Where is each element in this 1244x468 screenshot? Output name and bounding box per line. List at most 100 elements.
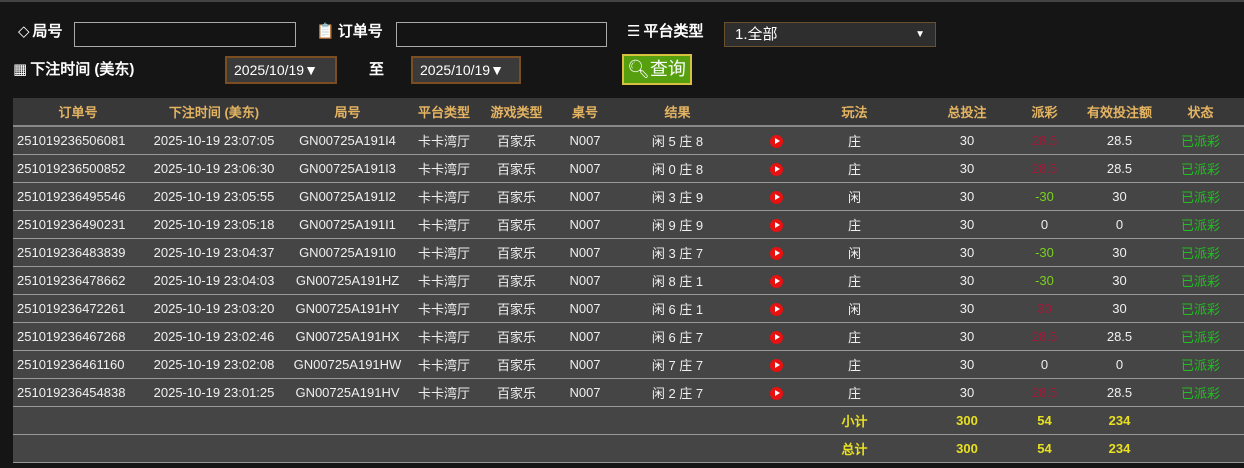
table-row: 251019236461160 2025-10-19 23:02:08 GN0072… (13, 350, 1244, 379)
cell: 300 (897, 406, 1007, 435)
cell: GN00725A191HZ (285, 266, 410, 295)
replay-cell (740, 378, 812, 407)
cell: 30 (1082, 238, 1157, 267)
play-video-icon[interactable] (769, 274, 783, 288)
cell: 251019236483839 (13, 238, 143, 267)
cell: 庄 (812, 378, 897, 407)
cell: N007 (555, 126, 615, 155)
table-row: 251019236467268 2025-10-19 23:02:46 GN0072… (13, 322, 1244, 351)
cell: GN00725A191I3 (285, 154, 410, 183)
cell: 闲 (812, 238, 897, 267)
cell: N007 (555, 238, 615, 267)
play-video-icon[interactable] (769, 358, 783, 372)
cell (410, 406, 478, 435)
column-header: 派彩 (1007, 98, 1082, 127)
cell: 百家乐 (478, 322, 555, 351)
column-header: 下注时间 (美东) (143, 98, 285, 127)
cell: 30 (1007, 294, 1082, 323)
cell: 0 (1082, 350, 1157, 379)
cell (410, 434, 478, 463)
cell (740, 406, 812, 435)
cell: 30 (1082, 294, 1157, 323)
column-header: 总投注 (897, 98, 1007, 127)
cell: 251019236506081 (13, 126, 143, 155)
cell (740, 434, 812, 463)
play-video-icon[interactable] (769, 162, 783, 176)
cell: 2025-10-19 23:02:08 (143, 350, 285, 379)
column-header: 结果 (615, 98, 740, 127)
tag-icon: ◇ (18, 22, 30, 40)
cell: GN00725A191I2 (285, 182, 410, 211)
date-from-picker[interactable]: 2025/10/19▼ (225, 56, 337, 84)
cell: GN00725A191I1 (285, 210, 410, 239)
cell: 卡卡湾厅 (410, 210, 478, 239)
cell: 28.5 (1007, 126, 1082, 155)
cell (1157, 406, 1244, 435)
replay-cell (740, 210, 812, 239)
cell: 闲 8 庄 1 (615, 266, 740, 295)
cell: 百家乐 (478, 378, 555, 407)
column-header: 局号 (285, 98, 410, 127)
cell: N007 (555, 322, 615, 351)
cell: 2025-10-19 23:05:55 (143, 182, 285, 211)
cell (555, 434, 615, 463)
cell: 28.5 (1007, 154, 1082, 183)
column-header: 订单号 (13, 98, 143, 127)
cell: 30 (897, 350, 1007, 379)
date-to-picker[interactable]: 2025/10/19▼ (411, 56, 521, 84)
round-input[interactable] (74, 22, 296, 47)
cell: 251019236500852 (13, 154, 143, 183)
cell (285, 406, 410, 435)
play-video-icon[interactable] (769, 246, 783, 260)
cell: 30 (897, 322, 1007, 351)
cell: N007 (555, 210, 615, 239)
cell: 30 (897, 294, 1007, 323)
play-video-icon[interactable] (769, 330, 783, 344)
column-header: 桌号 (555, 98, 615, 127)
cell: 251019236461160 (13, 350, 143, 379)
cell: 百家乐 (478, 266, 555, 295)
cell (555, 406, 615, 435)
cell (143, 434, 285, 463)
cell: 卡卡湾厅 (410, 126, 478, 155)
cell: 2025-10-19 23:04:37 (143, 238, 285, 267)
cell: 2025-10-19 23:01:25 (143, 378, 285, 407)
cell: 2025-10-19 23:03:20 (143, 294, 285, 323)
order-input[interactable] (396, 22, 607, 47)
cell: 2025-10-19 23:05:18 (143, 210, 285, 239)
cell: 百家乐 (478, 238, 555, 267)
cell: 闲 9 庄 9 (615, 210, 740, 239)
play-video-icon[interactable] (769, 218, 783, 232)
cell: -30 (1007, 182, 1082, 211)
platform-select[interactable]: 1.全部 ▼ (724, 22, 936, 47)
query-button[interactable]: 🔍︎查询 (622, 54, 692, 85)
cell: 已派彩 (1157, 322, 1244, 351)
cell: 30 (1082, 266, 1157, 295)
cell: 30 (897, 126, 1007, 155)
play-video-icon[interactable] (769, 386, 783, 400)
cell: 30 (897, 182, 1007, 211)
cell: 百家乐 (478, 126, 555, 155)
replay-cell (740, 350, 812, 379)
cell: N007 (555, 294, 615, 323)
cell: 百家乐 (478, 182, 555, 211)
cell: 30 (897, 154, 1007, 183)
cell: GN00725A191HY (285, 294, 410, 323)
replay-cell (740, 322, 812, 351)
play-video-icon[interactable] (769, 190, 783, 204)
play-video-icon[interactable] (769, 134, 783, 148)
cell: 251019236495546 (13, 182, 143, 211)
replay-cell (740, 266, 812, 295)
cell: 闲 3 庄 7 (615, 238, 740, 267)
cell: 54 (1007, 406, 1082, 435)
cell: 闲 5 庄 8 (615, 126, 740, 155)
cell: 已派彩 (1157, 182, 1244, 211)
cell: 0 (1082, 210, 1157, 239)
cell (285, 434, 410, 463)
order-label: 📋 订单号 (316, 22, 383, 41)
cell (615, 434, 740, 463)
play-video-icon[interactable] (769, 302, 783, 316)
cell: 闲 3 庄 9 (615, 182, 740, 211)
cell: 2025-10-19 23:06:30 (143, 154, 285, 183)
cell: N007 (555, 182, 615, 211)
